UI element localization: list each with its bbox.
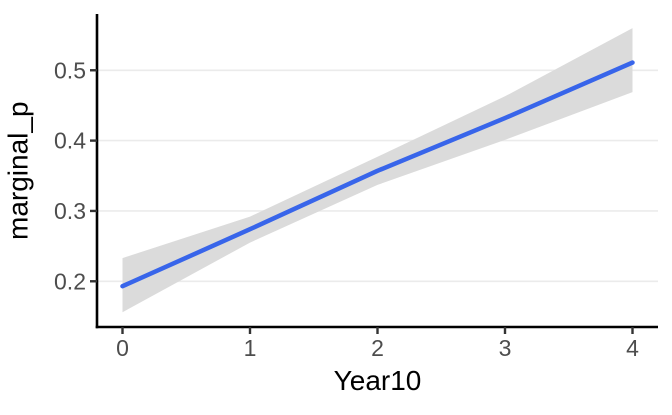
x-tick-label: 4 <box>626 335 639 361</box>
x-tick-label: 3 <box>499 335 512 361</box>
y-tick-label: 0.2 <box>54 268 86 294</box>
x-tick-label: 2 <box>371 335 384 361</box>
y-tick-label: 0.4 <box>54 128 86 154</box>
x-tick-label: 0 <box>116 335 129 361</box>
x-axis-title: Year10 <box>333 365 422 396</box>
y-axis-title: marginal_p <box>2 101 34 240</box>
y-tick-label: 0.5 <box>54 57 86 83</box>
y-tick-label: 0.3 <box>54 198 86 224</box>
x-tick-label: 1 <box>244 335 257 361</box>
trend-line <box>120 60 635 289</box>
